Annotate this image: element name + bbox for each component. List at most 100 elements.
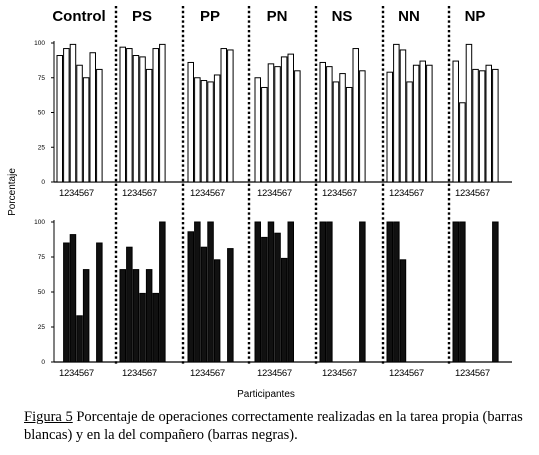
- bar-bottom-pn-p3: [267, 221, 275, 363]
- bar-bottom-ps-p6: [152, 292, 159, 363]
- bar-bottom-pp-p1: [187, 231, 194, 363]
- bar-top-pn-p6: [287, 53, 294, 183]
- bar-bottom-control-p4: [76, 315, 83, 363]
- bar-top-ns-p3: [332, 81, 340, 183]
- x-tick-labels-top: 1234567: [389, 188, 424, 199]
- bar-top-ns-p2: [326, 66, 333, 183]
- y-axis-label: Porcentaje: [7, 168, 18, 216]
- bar-top-ns-p4: [339, 73, 346, 183]
- bar-top-pn-p1: [254, 77, 261, 183]
- bar-top-ps-p3: [132, 55, 140, 183]
- bar-bottom-control-p3: [69, 234, 77, 363]
- group-title-pp: PP: [200, 8, 220, 25]
- x-tick-labels-top: 1234567: [59, 188, 94, 199]
- bar-top-ns-p6: [352, 48, 359, 183]
- chart: Control PS PP PN NS NN NP 0 25 50 75 100 1234567 1234…: [7, 6, 512, 400]
- x-tick-labels-top: 1234567: [257, 188, 292, 199]
- x-tick-labels-bottom: 1234567: [455, 368, 490, 379]
- caption-text: Porcentaje de operaciones correctamente …: [24, 409, 523, 443]
- bar-top-pp-p3: [200, 80, 208, 183]
- bar-bottom-control-p5: [82, 269, 90, 363]
- bar-bottom-pp-p4: [207, 221, 214, 363]
- bar-top-pp-p2: [194, 77, 201, 183]
- y-tick-label-bottom: 0: [41, 359, 45, 366]
- bar-top-pp-p5: [213, 74, 221, 183]
- x-tick-labels-bottom: 1234567: [389, 368, 424, 379]
- bar-bottom-pp-p7: [227, 248, 234, 363]
- bar-bottom-control-p2: [63, 242, 70, 363]
- bar-top-pn-p3: [267, 63, 275, 183]
- bar-bottom-np-p2: [459, 221, 466, 363]
- y-tick-label-top: 100: [34, 40, 45, 47]
- bar-top-nn-p2: [393, 43, 400, 183]
- bar-bottom-pn-p2: [261, 236, 268, 363]
- bar-bottom-pp-p2: [194, 221, 201, 363]
- bar-bottom-ps-p5: [145, 269, 153, 363]
- bar-bottom-ps-p7: [159, 221, 166, 363]
- bar-bottom-control-p7: [96, 242, 103, 363]
- group-title-ns: NS: [332, 8, 353, 25]
- bar-top-nn-p5: [412, 64, 420, 183]
- bar-bottom-ps-p1: [119, 269, 126, 363]
- bar-top-pp-p6: [220, 48, 227, 183]
- bar-top-ps-p2: [126, 48, 133, 183]
- bar-bottom-ps-p2: [126, 246, 133, 363]
- bar-top-control-p7: [96, 68, 103, 183]
- bar-top-control-p6: [89, 52, 96, 183]
- bar-top-nn-p4: [406, 81, 413, 183]
- bar-bottom-pp-p5: [213, 259, 221, 363]
- bar-bottom-ns-p7: [359, 221, 366, 363]
- bar-bottom-pn-p4: [274, 232, 281, 363]
- group-title-ps: PS: [132, 8, 152, 25]
- bar-top-np-p3: [465, 43, 473, 183]
- group-title-control: Control: [52, 8, 105, 25]
- bar-top-np-p7: [492, 68, 499, 183]
- bar-top-ps-p7: [159, 43, 166, 183]
- x-axis-label: Participantes: [237, 389, 295, 400]
- y-tick-label-top: 50: [38, 110, 46, 117]
- bar-top-nn-p7: [426, 64, 433, 183]
- group-title-pn: PN: [267, 8, 288, 25]
- bar-bottom-pn-p1: [254, 221, 261, 363]
- bar-bottom-np-p7: [492, 221, 499, 363]
- bar-bottom-ns-p2: [326, 221, 333, 363]
- bar-bottom-pn-p6: [287, 221, 294, 363]
- bar-top-pn-p4: [274, 66, 281, 183]
- y-tick-label-bottom: 25: [38, 324, 46, 331]
- figure-caption: Figura 5 Porcentaje de operaciones corre…: [24, 408, 532, 444]
- group-title-np: NP: [465, 8, 486, 25]
- bar-top-ns-p7: [359, 70, 366, 183]
- bar-top-ps-p6: [152, 48, 159, 183]
- x-tick-labels-top: 1234567: [322, 188, 357, 199]
- x-tick-labels-top: 1234567: [122, 188, 157, 199]
- bar-bottom-nn-p1: [386, 221, 393, 363]
- bar-top-pn-p5: [280, 56, 288, 183]
- figure-label: Figura 5: [24, 409, 73, 425]
- bar-top-np-p4: [472, 68, 479, 183]
- y-tick-label-bottom: 100: [34, 219, 45, 226]
- bar-top-ns-p5: [345, 86, 353, 183]
- bar-top-np-p1: [452, 60, 459, 183]
- group-title-nn: NN: [398, 8, 420, 25]
- bar-top-pn-p7: [294, 70, 301, 183]
- x-tick-labels-bottom: 1234567: [257, 368, 292, 379]
- bar-bottom-pp-p3: [200, 246, 208, 363]
- x-tick-labels-bottom: 1234567: [59, 368, 94, 379]
- bar-top-control-p4: [76, 64, 83, 183]
- x-tick-labels-top: 1234567: [455, 188, 490, 199]
- bar-bottom-ns-p1: [319, 221, 326, 363]
- bar-bottom-ps-p4: [139, 292, 146, 363]
- bar-top-pp-p4: [207, 81, 214, 183]
- bar-top-nn-p6: [419, 60, 426, 183]
- bar-top-np-p6: [485, 64, 492, 183]
- y-tick-label-top: 25: [38, 144, 46, 151]
- bar-top-pp-p7: [227, 49, 234, 183]
- bar-top-ps-p1: [119, 46, 126, 183]
- bar-bottom-nn-p3: [399, 259, 407, 363]
- bar-top-control-p1: [56, 55, 63, 183]
- bar-top-np-p5: [478, 70, 486, 183]
- bar-bottom-ps-p3: [132, 269, 140, 363]
- bar-top-ns-p1: [319, 61, 326, 183]
- x-tick-labels-bottom: 1234567: [190, 368, 225, 379]
- bar-top-pp-p1: [187, 61, 194, 183]
